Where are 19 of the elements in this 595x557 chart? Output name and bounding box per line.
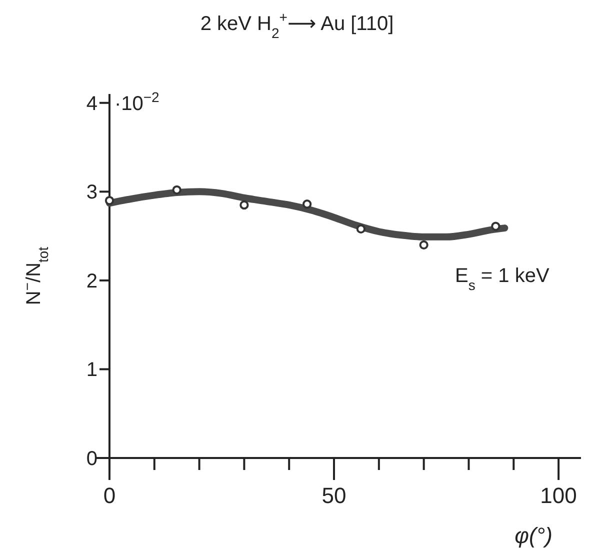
- x-axis-title: φ(°): [514, 523, 552, 548]
- x-tick-label: 0: [103, 483, 116, 508]
- annotation: E$_{s}$ = 1 keV: [455, 265, 550, 293]
- point: [172, 185, 182, 194]
- point: [104, 196, 114, 206]
- y-tick-label: 0: [86, 448, 98, 470]
- x-tick-label: 100: [540, 483, 577, 508]
- point: [419, 240, 428, 250]
- point: [302, 200, 312, 209]
- point: [240, 200, 249, 210]
- y-tick-label: 2: [86, 270, 98, 292]
- x-tick-label: 50: [322, 483, 346, 508]
- point: [491, 222, 500, 231]
- y-tick-label: 1: [86, 359, 98, 382]
- annotation: ·10$^{−2}$: [114, 88, 160, 115]
- chart-title: 2 keV H$_{2}$$^{+}$⟶ Au [110]: [200, 9, 394, 41]
- y-tick-label: 3: [86, 182, 98, 204]
- y-tick-label: 4: [86, 92, 98, 115]
- point: [356, 224, 366, 234]
